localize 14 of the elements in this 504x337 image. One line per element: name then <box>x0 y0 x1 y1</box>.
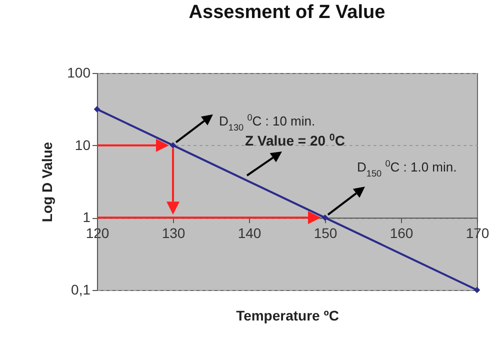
y-tick-label: 10 <box>74 136 91 153</box>
y-tick-label: 1 <box>82 209 91 226</box>
annotation: D$_{130}$ $^{0}$C : 10 min. <box>219 112 316 132</box>
y-axis-title: Log D Value <box>39 142 56 222</box>
annotation: D$_{150}$ $^{0}$C : 1.0 min. <box>357 158 457 179</box>
x-tick-label: 160 <box>390 225 414 242</box>
y-tick-label: 0,1 <box>71 282 91 298</box>
y-tick-label: 100 <box>67 64 91 80</box>
x-tick-label: 150 <box>314 225 338 242</box>
x-axis-title: Temperature ºC <box>236 308 339 324</box>
x-tick-label: 140 <box>238 225 262 242</box>
chart-title: Assesment of Z Value <box>188 2 386 23</box>
x-tick-label: 130 <box>162 225 186 242</box>
annotation: Z Value = 20 $^{0}$C <box>244 132 346 148</box>
